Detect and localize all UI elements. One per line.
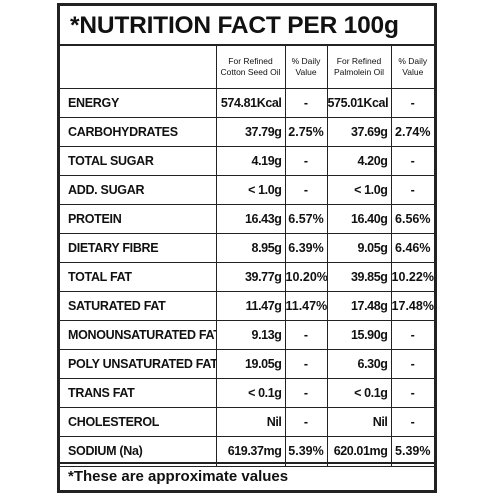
palm-daily-value: 2.74% [391,117,434,147]
cotton-daily-value: 10.20% [285,262,328,292]
nutrient-name: TOTAL FAT [60,262,217,292]
cotton-daily-value: 11.47% [285,291,328,321]
palm-daily-value: - [391,378,434,408]
nutrient-name: SATURATED FAT [60,291,217,321]
header-palmolein-oil: For Refined Palmolein Oil [327,46,392,89]
cotton-value: 574.81Kcal [216,88,286,118]
cotton-value: Nil [216,407,286,437]
palm-daily-value: - [391,146,434,176]
cotton-daily-value: - [285,88,328,118]
palm-daily-value: 17.48% [391,291,434,321]
nutrition-table: For Refined Cotton Seed Oil % Daily Valu… [60,46,434,467]
palm-value: 575.01Kcal [327,88,392,118]
palm-value: < 1.0g [327,175,392,205]
table-row: SODIUM (Na) 619.37mg 5.39% 620.01mg 5.39% [60,436,434,467]
palm-value: < 0.1g [327,378,392,408]
cotton-daily-value: - [285,378,328,408]
palm-daily-value: - [391,88,434,118]
cotton-value: 8.95g [216,233,286,263]
table-row: TOTAL SUGAR 4.19g -4.20g - [60,146,434,176]
cotton-daily-value: 6.39% [285,233,328,263]
header-cotton-seed-oil: For Refined Cotton Seed Oil [216,46,286,89]
palm-value: 17.48g [327,291,392,321]
table-row: DIETARY FIBRE 8.95g 6.39% 9.05g 6.46% [60,233,434,263]
nutrient-name: DIETARY FIBRE [60,233,217,263]
table-row: MONOUNSATURATED FAT 9.13g -15.90g - [60,320,434,350]
palm-daily-value: - [391,320,434,350]
table-row: TRANS FAT < 0.1g - < 0.1g - [60,378,434,408]
palm-value: 39.85g [327,262,392,292]
cotton-value: 11.47g [216,291,286,321]
cotton-value: < 0.1g [216,378,286,408]
nutrient-name: MONOUNSATURATED FAT [60,320,217,350]
table-row: SATURATED FAT 11.47g 11.47% 17.48g 17.48% [60,291,434,321]
palm-value: 15.90g [327,320,392,350]
palm-daily-value: - [391,349,434,379]
cotton-daily-value: - [285,407,328,437]
nutrient-name: SODIUM (Na) [60,436,217,467]
cotton-daily-value: - [285,175,328,205]
palm-value: 37.69g [327,117,392,147]
cotton-daily-value: 5.39% [285,436,328,467]
palm-daily-value: 6.56% [391,204,434,234]
palm-daily-value: - [391,175,434,205]
table-row: ADD. SUGAR < 1.0g - < 1.0g - [60,175,434,205]
nutrient-name: PROTEIN [60,204,217,234]
footnote: *These are approximate values [60,462,434,490]
cotton-daily-value: - [285,349,328,379]
cotton-value: 39.77g [216,262,286,292]
nutrient-name: ENERGY [60,88,217,118]
nutrient-name: POLY UNSATURATED FAT [60,349,217,379]
header-row: For Refined Cotton Seed Oil % Daily Valu… [60,46,434,89]
nutrient-name: TRANS FAT [60,378,217,408]
palm-value: 9.05g [327,233,392,263]
cotton-value: 4.19g [216,146,286,176]
table-row: TOTAL FAT 39.77g 10.20% 39.85g 10.22% [60,262,434,292]
cotton-value: 19.05g [216,349,286,379]
palm-value: Nil [327,407,392,437]
table-row: CHOLESTEROL Nil - Nil - [60,407,434,437]
table-row: CARBOHYDRATES 37.79g 2.75% 37.69g 2.74% [60,117,434,147]
cotton-daily-value: 6.57% [285,204,328,234]
cotton-value: 16.43g [216,204,286,234]
cotton-value: 37.79g [216,117,286,147]
palm-daily-value: 6.46% [391,233,434,263]
nutrient-name: CARBOHYDRATES [60,117,217,147]
table-row: PROTEIN 16.43g 6.57% 16.40g 6.56% [60,204,434,234]
header-palm-daily-value: % Daily Value [391,46,434,89]
nutrition-facts-panel: *NUTRITION FACT PER 100g For Refined Cot… [57,3,437,493]
nutrition-title: *NUTRITION FACT PER 100g [60,6,434,46]
palm-value: 6.30g [327,349,392,379]
palm-daily-value: 10.22% [391,262,434,292]
cotton-daily-value: - [285,320,328,350]
header-blank [60,46,217,89]
nutrient-name: CHOLESTEROL [60,407,217,437]
cotton-value: 619.37mg [216,436,286,467]
palm-daily-value: 5.39% [391,436,434,467]
table-row: POLY UNSATURATED FAT 19.05g -6.30g - [60,349,434,379]
palm-value: 620.01mg [327,436,392,467]
cotton-daily-value: 2.75% [285,117,328,147]
nutrient-name: TOTAL SUGAR [60,146,217,176]
nutrient-name: ADD. SUGAR [60,175,217,205]
cotton-value: < 1.0g [216,175,286,205]
palm-value: 4.20g [327,146,392,176]
palm-value: 16.40g [327,204,392,234]
header-cotton-daily-value: % Daily Value [285,46,328,89]
table-row: ENERGY 574.81Kcal -575.01Kcal - [60,88,434,118]
cotton-daily-value: - [285,146,328,176]
palm-daily-value: - [391,407,434,437]
cotton-value: 9.13g [216,320,286,350]
